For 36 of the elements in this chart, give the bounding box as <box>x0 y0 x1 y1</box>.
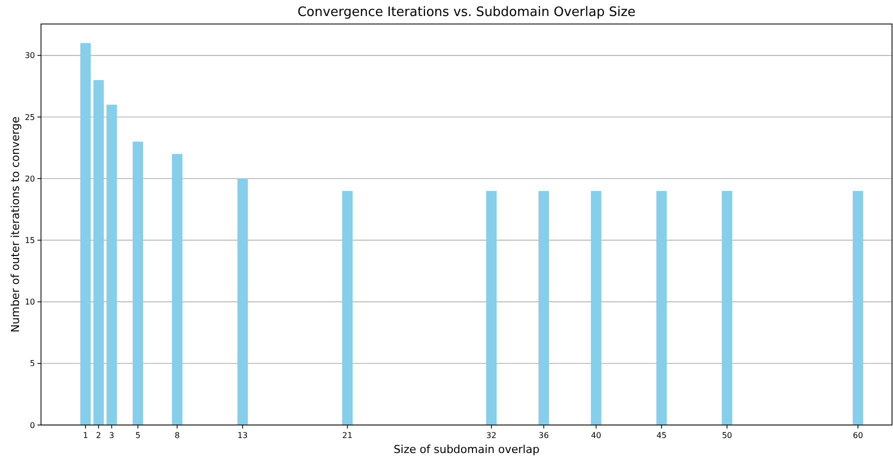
x-tick-label: 1 <box>82 431 88 440</box>
bar <box>237 178 248 425</box>
x-tick-label: 13 <box>238 431 248 440</box>
y-tick-label: 5 <box>30 359 35 368</box>
bar <box>590 190 602 425</box>
bar <box>132 142 144 425</box>
y-tick-label: 10 <box>24 298 35 307</box>
x-tick-label: 32 <box>486 431 496 440</box>
y-axis-title: Number of outer iterations to converge <box>9 116 22 332</box>
x-tick-label: 8 <box>174 431 180 440</box>
x-tick-label: 21 <box>342 431 352 440</box>
y-tick-label: 0 <box>30 420 35 430</box>
x-tick-label: 45 <box>656 431 667 440</box>
bar <box>93 80 104 425</box>
bar <box>722 190 732 425</box>
bar <box>106 104 117 425</box>
y-tick-label: 25 <box>24 112 35 122</box>
x-tick-label: 60 <box>852 431 864 440</box>
x-tick-label: 40 <box>591 431 602 440</box>
x-tick-label: 5 <box>135 431 140 440</box>
bar <box>852 190 864 425</box>
x-tick-label: 36 <box>538 431 549 440</box>
y-tick-label: 30 <box>24 51 35 60</box>
bar <box>172 154 182 425</box>
chart-title: Convergence Iterations vs. Subdomain Overlap Size <box>297 5 636 20</box>
bar <box>538 190 549 425</box>
y-tick-label: 20 <box>24 174 35 184</box>
bar <box>656 190 667 425</box>
x-tick-label: 3 <box>109 431 114 440</box>
bar <box>486 190 497 425</box>
x-axis-title: Size of subdomain overlap <box>394 443 540 456</box>
x-tick-label: 50 <box>722 431 732 440</box>
bar <box>342 190 353 425</box>
bar <box>80 43 91 425</box>
y-tick-label: 15 <box>24 236 35 246</box>
x-tick-label: 2 <box>96 431 102 440</box>
